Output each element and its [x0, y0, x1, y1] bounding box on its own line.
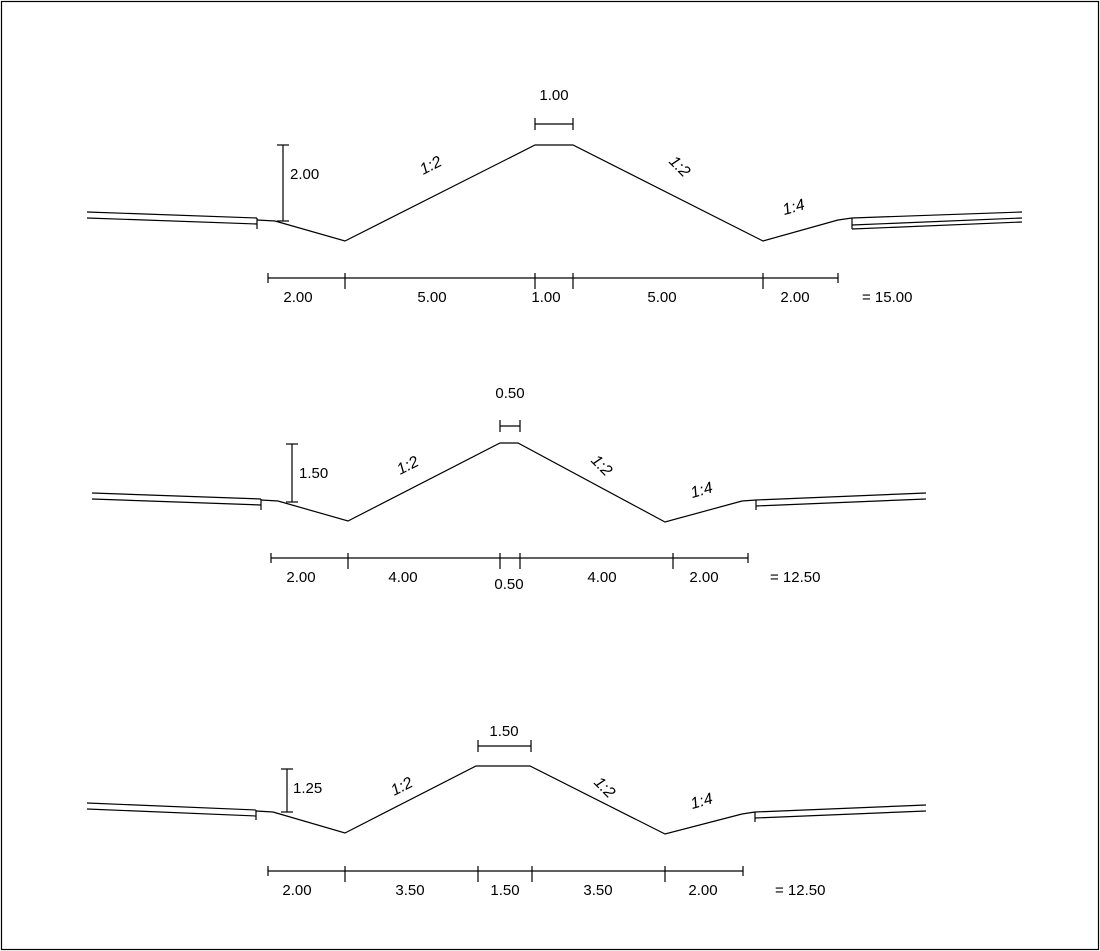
segment-label: 4.00: [388, 569, 417, 586]
segment-label: 2.00: [286, 569, 315, 586]
height-dimension: [277, 144, 289, 222]
crest-width-label: 1.00: [539, 87, 568, 104]
segment-label: 2.00: [283, 289, 312, 306]
segment-label: 4.00: [587, 569, 616, 586]
height-label: 2.00: [290, 166, 319, 183]
total-width-label: = 15.00: [862, 289, 912, 306]
crest-dimension: [499, 420, 521, 432]
height-dimension: [281, 768, 293, 813]
slope-label-right: 1:2: [665, 153, 693, 181]
crest-dimension: [534, 118, 574, 130]
slope-label-left: 1:2: [394, 453, 422, 478]
slope-label-left: 1:2: [417, 153, 445, 178]
crest-width-label: 0.50: [495, 385, 524, 402]
height-dimension: [286, 443, 298, 503]
segment-label: 5.00: [417, 289, 446, 306]
total-width-label: = 12.50: [770, 569, 820, 586]
profile-3: 1.25 1.50 1:2 1:2 1:4 2.00 3.50 1.50 3.5…: [86, 723, 927, 899]
segment-label: 3.50: [395, 882, 424, 899]
width-dimension: [267, 273, 839, 289]
dike-profile: [274, 144, 839, 242]
ground-right: [741, 804, 927, 822]
slope-label-outer: 1:4: [689, 479, 715, 502]
total-width-label: = 12.50: [775, 882, 825, 899]
segment-label: 5.00: [647, 289, 676, 306]
segment-label: 0.50: [494, 576, 523, 593]
crest-dimension: [477, 740, 532, 752]
slope-label-outer: 1:4: [689, 790, 715, 813]
segment-label: 2.00: [780, 289, 809, 306]
slope-label-left: 1:2: [388, 774, 416, 799]
segment-label: 1.50: [490, 882, 519, 899]
ground-right: [837, 211, 1023, 230]
ground-right: [741, 492, 927, 510]
slope-label-right: 1:2: [590, 774, 618, 802]
segment-label: 3.50: [583, 882, 612, 899]
width-dimension: [267, 866, 744, 882]
height-label: 1.50: [299, 465, 328, 482]
height-label: 1.25: [293, 780, 322, 797]
slope-label-right: 1:2: [587, 452, 615, 480]
segment-label: 2.00: [689, 569, 718, 586]
profile-1: 2.00 1.00 1:2 1:2 1:4 2.00 5.00 1.00 5.0…: [86, 87, 1023, 306]
profile-2: 1.50 0.50 1:2 1:2 1:4 2.00 4.00 0.50 4.0…: [91, 385, 927, 593]
crest-width-label: 1.50: [489, 723, 518, 740]
width-dimension: [270, 553, 749, 569]
slope-label-outer: 1:4: [781, 196, 807, 219]
segment-label: 1.00: [531, 289, 560, 306]
ground-left: [91, 492, 279, 510]
dike-profile: [277, 442, 743, 523]
dike-profile: [272, 765, 743, 835]
ground-left: [86, 802, 274, 820]
ground-left: [86, 211, 276, 229]
segment-label: 2.00: [688, 882, 717, 899]
segment-label: 2.00: [282, 882, 311, 899]
